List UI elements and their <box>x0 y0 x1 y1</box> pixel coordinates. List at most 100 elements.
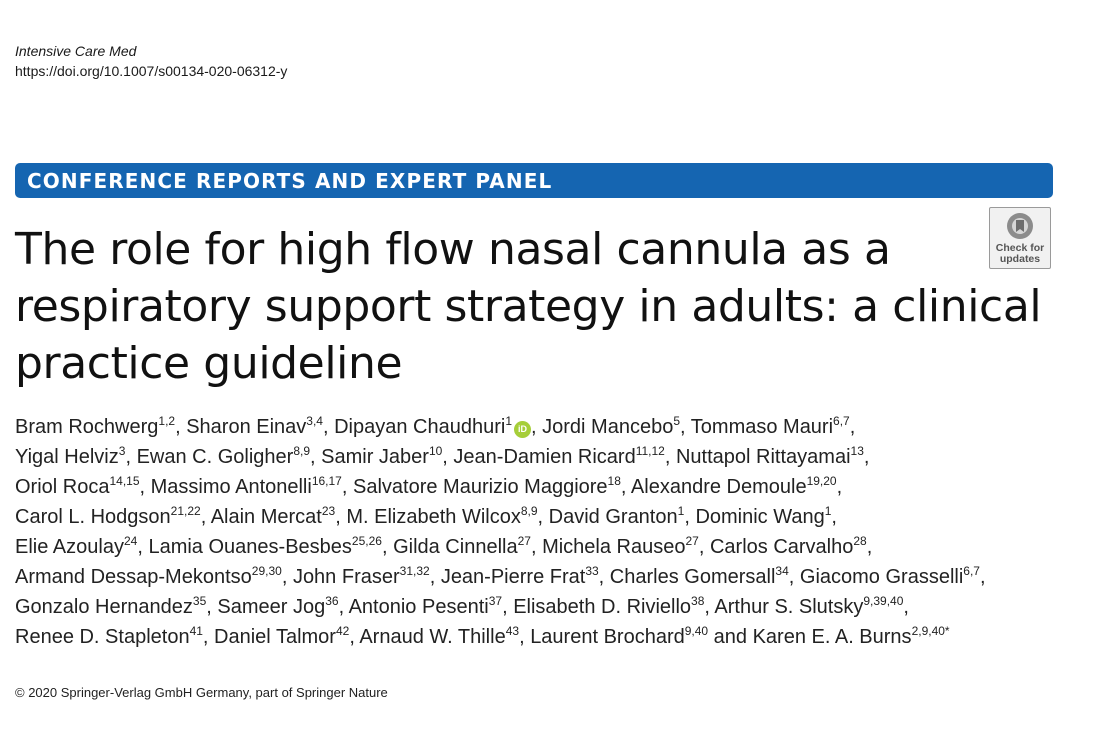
author-separator: , <box>281 566 293 588</box>
author-name[interactable]: Elisabeth D. Riviello <box>513 596 692 618</box>
author-separator: , <box>206 596 218 618</box>
author-separator: , <box>502 596 514 618</box>
affiliation-number: 24 <box>123 534 138 548</box>
author-name[interactable]: Alexandre Demoule <box>630 476 807 498</box>
author-name[interactable]: Jean-Damien Ricard <box>453 446 636 468</box>
affiliation-number: 37 <box>488 594 503 608</box>
doi-link[interactable]: https://doi.org/10.1007/s00134-020-06312… <box>15 63 288 79</box>
author-name[interactable]: Charles Gomersall <box>609 566 776 588</box>
author-name[interactable]: Dipayan Chaudhuri <box>334 416 506 438</box>
author-name[interactable]: Carlos Carvalho <box>709 536 854 558</box>
author-name[interactable]: Daniel Talmor <box>214 626 336 648</box>
author-name[interactable]: Bram Rochwerg <box>15 416 159 438</box>
title-line: respiratory support strategy in adults: … <box>15 281 1042 332</box>
author-separator: , <box>620 476 631 498</box>
author-name[interactable]: Sharon Einav <box>186 416 307 438</box>
author-name[interactable]: Armand Dessap-Mekontso <box>15 566 252 588</box>
title-line: The role for high flow nasal cannula as … <box>15 224 891 275</box>
affiliation-number: 42 <box>335 624 350 638</box>
affiliation-number: 23 <box>321 504 336 518</box>
author-separator: , <box>125 446 137 468</box>
author-name[interactable]: Yigal Helviz <box>15 446 119 468</box>
affiliation-number: 18 <box>607 474 621 488</box>
affiliation-number: 33 <box>585 564 599 578</box>
author-name[interactable]: Alain Mercat <box>210 506 322 528</box>
author-name[interactable]: Salvatore Maurizio Maggiore <box>352 476 608 498</box>
author-name[interactable]: Massimo Antonelli <box>150 476 312 498</box>
author-name[interactable]: Renee D. Stapleton <box>15 626 190 648</box>
author-name[interactable]: John Fraser <box>292 566 400 588</box>
author-separator: , <box>442 446 454 468</box>
author-separator: , <box>519 626 531 648</box>
journal-name: Intensive Care Med <box>15 43 137 59</box>
section-banner: CONFERENCE REPORTS AND EXPERT PANEL <box>15 163 1053 198</box>
author-separator: , <box>903 596 909 618</box>
author-name[interactable]: Lamia Ouanes-Besbes <box>148 536 352 558</box>
author-name[interactable]: Karen E. A. Burns <box>752 626 912 648</box>
author-name[interactable]: Samir Jaber <box>321 446 429 468</box>
author-separator: , <box>863 446 870 468</box>
affiliation-number: 29,30 <box>251 564 282 578</box>
affiliation-number: 5 <box>673 414 681 428</box>
affiliation-number: 8,9 <box>293 444 310 458</box>
author-name[interactable]: Arthur S. Slutsky <box>714 596 864 618</box>
author-name[interactable]: M. Elizabeth Wilcox <box>346 506 521 528</box>
author-name[interactable]: Giacomo Grasselli <box>799 566 964 588</box>
copyright-notice: © 2020 Springer-Verlag GmbH Germany, par… <box>15 685 388 700</box>
author-name[interactable]: Nuttapol Rittayamai <box>675 446 851 468</box>
author-separator: , <box>322 416 335 438</box>
author-name[interactable]: Jean-Pierre Frat <box>440 566 586 588</box>
author-name[interactable]: Laurent Brochard <box>530 626 685 648</box>
author-name[interactable]: David Granton <box>548 506 678 528</box>
author-separator: , <box>530 536 543 558</box>
author-name[interactable]: Gonzalo Hernandez <box>15 596 193 618</box>
author-separator: , <box>680 416 691 438</box>
author-name[interactable]: Antonio Pesenti <box>348 596 489 618</box>
author-line: Carol L. Hodgson21,22, Alain Mercat23, M… <box>15 502 1055 532</box>
author-separator: , <box>537 506 549 528</box>
affiliation-number: 27 <box>517 534 531 548</box>
author-name[interactable]: Gilda Cinnella <box>393 536 518 558</box>
affiliation-number: 21,22 <box>170 504 201 518</box>
affiliation-number: 8,9 <box>520 504 538 518</box>
author-line: Oriol Roca14,15, Massimo Antonelli16,17,… <box>15 472 1055 502</box>
affiliation-number: 6,7 <box>963 564 980 578</box>
affiliation-number: 19,20 <box>806 474 837 488</box>
affiliation-number: 13 <box>850 444 864 458</box>
author-name[interactable]: Dominic Wang <box>695 506 825 528</box>
author-separator: , <box>202 626 215 648</box>
title-line: practice guideline <box>15 338 403 389</box>
author-separator: , <box>849 416 856 438</box>
author-separator: and <box>708 626 753 648</box>
author-name[interactable]: Michela Rauseo <box>542 536 686 558</box>
check-for-updates-button[interactable]: Check for updates <box>989 207 1051 269</box>
author-separator: , <box>866 536 873 558</box>
affiliation-number: 31,32 <box>399 564 430 578</box>
affiliation-number: 34 <box>775 564 789 578</box>
author-line: Yigal Helviz3, Ewan C. Goligher8,9, Sami… <box>15 442 1055 472</box>
affiliation-number: 27 <box>685 534 699 548</box>
author-name[interactable]: Jordi Mancebo <box>542 416 674 438</box>
affiliation-number: 16,17 <box>311 474 342 488</box>
affiliation-number: 3 <box>118 444 126 458</box>
affiliation-number: 43 <box>505 624 520 638</box>
author-name[interactable]: Sameer Jog <box>217 596 326 618</box>
author-separator: , <box>175 416 187 438</box>
author-separator: , <box>704 596 715 618</box>
orcid-icon[interactable]: iD <box>514 421 532 438</box>
author-separator: , <box>664 446 676 468</box>
affiliation-number: 1 <box>677 504 685 518</box>
author-line: Renee D. Stapleton41, Daniel Talmor42, A… <box>15 622 1055 652</box>
author-separator: , <box>139 476 151 498</box>
author-name[interactable]: Oriol Roca <box>15 476 110 498</box>
author-list: Bram Rochwerg1,2, Sharon Einav3,4, Dipay… <box>15 412 1055 652</box>
author-name[interactable]: Elie Azoulay <box>15 536 124 558</box>
affiliation-number: 25,26 <box>351 534 382 548</box>
author-name[interactable]: Arnaud W. Thille <box>359 626 506 648</box>
author-name[interactable]: Carol L. Hodgson <box>15 506 171 528</box>
affiliation-number: 14,15 <box>109 474 140 488</box>
author-name[interactable]: Tommaso Mauri <box>690 416 834 438</box>
author-name[interactable]: Ewan C. Goligher <box>136 446 294 468</box>
affiliation-number: 3,4 <box>306 414 323 428</box>
author-separator: , <box>598 566 610 588</box>
